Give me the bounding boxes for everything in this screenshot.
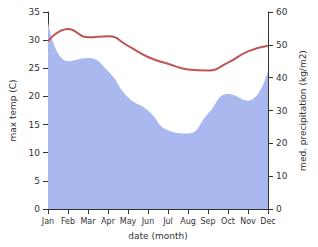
svg-text:Jan: Jan: [41, 217, 54, 226]
svg-text:Jul: Jul: [162, 217, 173, 226]
svg-text:Feb: Feb: [61, 217, 75, 226]
svg-text:40: 40: [276, 73, 288, 83]
svg-text:Jun: Jun: [141, 217, 155, 226]
svg-text:Apr: Apr: [101, 217, 116, 226]
svg-text:50: 50: [276, 40, 288, 50]
svg-text:Sep: Sep: [200, 217, 215, 226]
svg-text:Aug: Aug: [180, 217, 196, 226]
svg-text:25: 25: [29, 63, 40, 73]
svg-text:20: 20: [276, 138, 288, 148]
svg-text:Mar: Mar: [80, 217, 96, 226]
svg-text:60: 60: [276, 7, 288, 17]
svg-text:15: 15: [29, 120, 40, 130]
svg-text:Oct: Oct: [221, 217, 235, 226]
svg-text:30: 30: [29, 35, 41, 45]
svg-text:Dec: Dec: [260, 217, 275, 226]
svg-text:Nov: Nov: [240, 217, 256, 226]
svg-text:5: 5: [34, 176, 40, 186]
svg-text:max temp (C): max temp (C): [8, 79, 18, 141]
svg-text:May: May: [120, 217, 137, 226]
svg-text:35: 35: [29, 7, 40, 17]
svg-text:0: 0: [276, 204, 282, 214]
svg-text:30: 30: [276, 106, 288, 116]
svg-text:date (month): date (month): [128, 231, 187, 241]
svg-text:10: 10: [29, 148, 41, 158]
svg-text:med. precipitation (kg/m2): med. precipitation (kg/m2): [298, 50, 308, 171]
svg-text:0: 0: [34, 204, 40, 214]
svg-text:20: 20: [29, 91, 41, 101]
svg-text:10: 10: [276, 171, 288, 181]
